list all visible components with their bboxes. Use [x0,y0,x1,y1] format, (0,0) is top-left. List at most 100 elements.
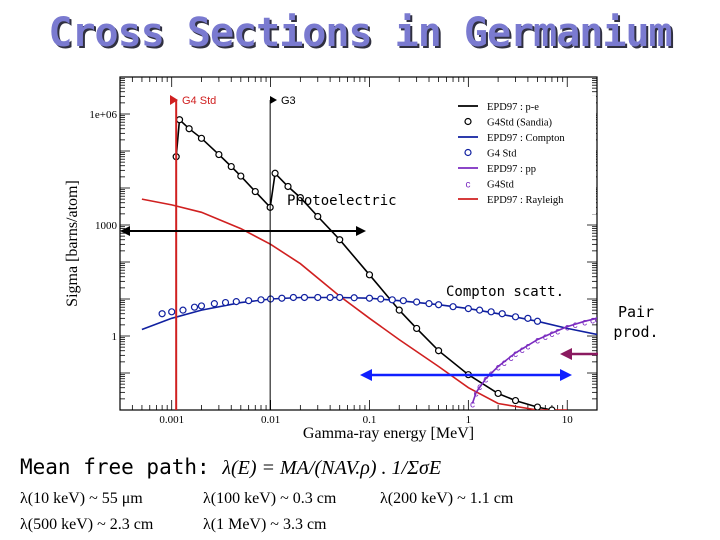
mean-free-path-formula: λ(E) = MA/(NAV.ρ) . 1/ΣσE [222,457,442,479]
data-point [434,301,443,309]
x-tick-label: 1 [466,414,472,426]
data-point [494,389,502,398]
photoelectric-label: Photoelectric [287,193,397,209]
mean-free-path-label: Mean free path: [20,455,210,479]
data-point [271,169,279,177]
mean-free-path-line: Mean free path: λ(E) = MA/(NAV.ρ) . 1/Σσ… [20,455,441,480]
legend-entry: EPD97 : Rayleigh [487,195,564,206]
series-markers-5: cccccccccccccccccccc [470,314,600,410]
plot-frame [119,76,598,411]
legend-box [452,96,596,214]
data-point [388,296,396,304]
data-point [533,403,542,410]
series-line-4 [471,317,597,404]
data-point [498,310,506,318]
legend-entry: G4 Std [487,149,517,160]
data-point [296,194,304,202]
legend-swatch [464,117,472,126]
data-point: c [483,375,488,386]
data-point: c [543,332,548,343]
data-point [314,212,322,221]
g3-arrowhead [270,96,277,104]
photoelectric-arrowhead-left [120,226,130,236]
data-point: c [595,314,600,325]
data-point: c [549,329,554,340]
data-point: c [565,323,570,334]
data-point: c [474,388,479,399]
data-point [245,297,253,305]
data-point: c [513,349,518,360]
legend-swatch [464,148,472,157]
data-point [251,187,259,196]
legend-entry: EPD97 : Compton [487,133,565,144]
pair-label-line-1: Pair [617,303,655,321]
data-point [413,324,421,333]
data-point [476,306,484,314]
data-point: c [573,320,578,331]
data-point: c [525,342,530,353]
data-point [365,271,374,279]
data-point [210,300,218,308]
mfp-value-100kev: λ(100 keV) ~ 0.3 cm [203,490,337,507]
y-axis-label: Sigma [barns/atom] [64,180,81,307]
x-axis-label: Gamma-ray energy [MeV] [303,425,474,442]
data-point [185,125,193,133]
data-point [221,298,230,307]
data-point [314,293,322,302]
data-point [399,297,407,305]
data-point [158,310,166,318]
g4std-arrowhead [170,95,178,105]
data-point [336,293,344,302]
data-point: c [535,336,540,347]
pair-production-label: Pair prod. [606,302,666,342]
y-tick-label: 1000 [95,220,118,232]
x-tick-label: 0.001 [159,414,184,426]
data-point [413,298,421,306]
data-point [284,182,292,191]
data-point: c [509,353,514,364]
data-point [434,347,443,355]
data-point [511,313,520,321]
legend-entry: G4Std [487,180,515,191]
data-point [449,303,457,311]
data-point [197,134,206,142]
data-point [548,406,556,410]
data-point: c [470,399,475,410]
minor-ticks [119,76,598,411]
data-point: c [502,358,507,369]
data-point [425,300,433,308]
y-tick-label: 1e+06 [89,109,117,121]
compton-arrowhead-right [560,369,572,381]
mfp-value-1mev: λ(1 MeV) ~ 3.3 cm [203,516,327,533]
data-point [395,306,403,314]
data-point [487,308,495,316]
series-line-6 [141,198,568,410]
series-markers-1 [172,116,556,410]
data-point: c [582,317,587,328]
mfp-value-10kev: λ(10 keV) ~ 55 μm [20,490,143,507]
data-point [533,317,542,325]
legend-swatch: c [466,180,471,191]
data-point [511,396,520,405]
data-point: c [496,362,501,373]
chart-marks: cccccccccccccccccccc [141,116,600,410]
data-point [336,236,344,244]
series-markers-3 [158,293,542,325]
compton-label: Compton scatt. [446,284,564,300]
data-point [257,296,265,304]
data-point [377,295,385,303]
mfp-value-500kev: λ(500 keV) ~ 2.3 cm [20,516,154,533]
pair-arrowhead [560,348,572,360]
data-point: c [477,382,482,393]
legend-entry: EPD97 : pp [487,164,536,175]
data-point [237,172,245,180]
data-point [179,306,187,314]
x-tick-label: 0.1 [363,414,377,426]
data-point [300,293,309,302]
data-point [326,293,334,302]
data-point [278,294,286,302]
data-point [175,116,184,124]
data-point [168,308,176,316]
g4std-edge-label: G4 Std [182,95,216,107]
